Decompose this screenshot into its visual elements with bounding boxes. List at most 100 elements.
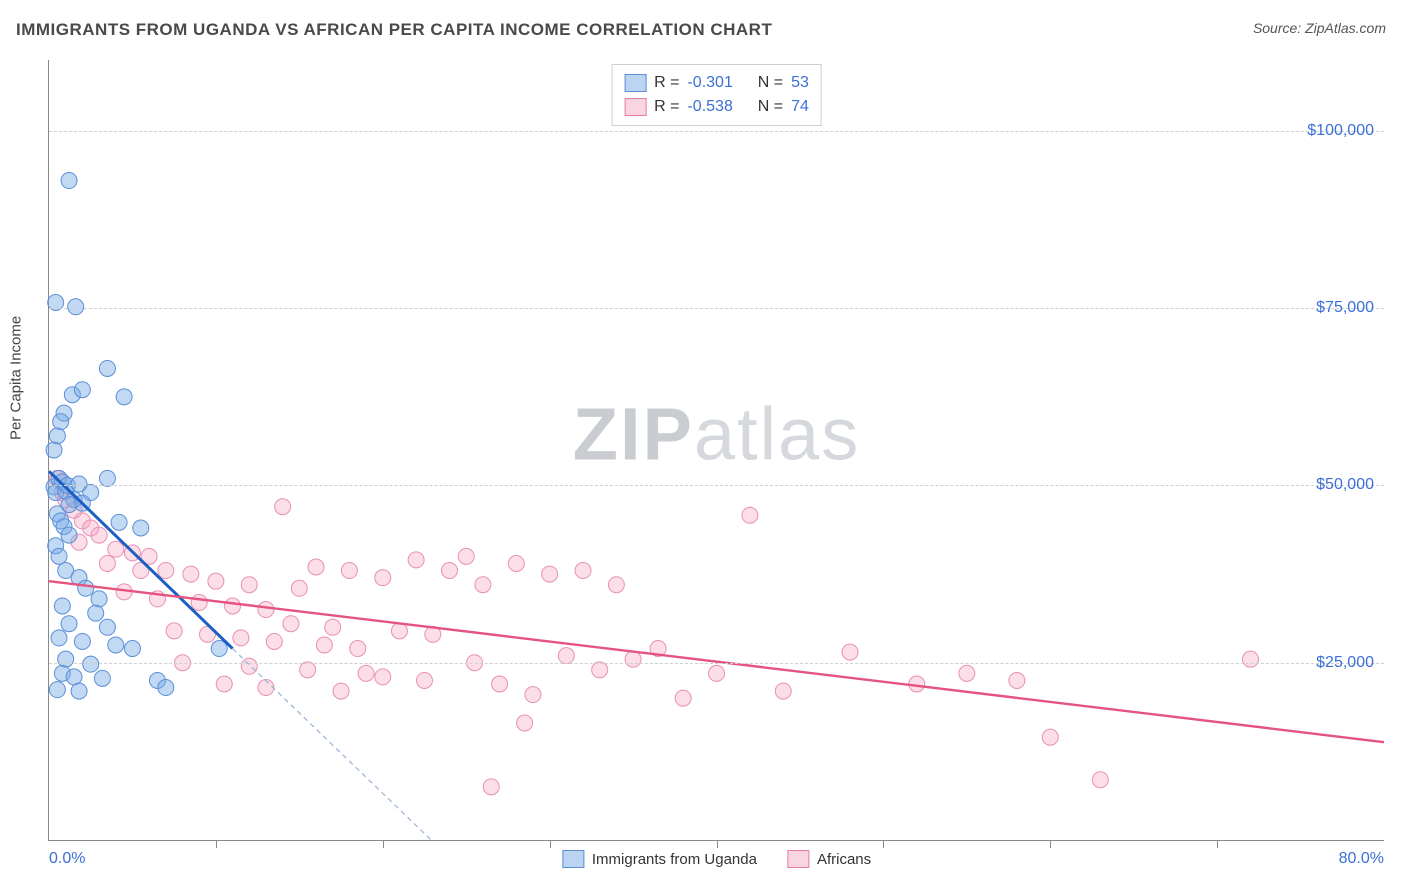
- data-point: [51, 630, 67, 646]
- data-point: [275, 499, 291, 515]
- data-point: [1009, 672, 1025, 688]
- x-tick: [550, 840, 551, 848]
- x-axis-max-label: 80.0%: [1339, 850, 1384, 868]
- x-tick: [1050, 840, 1051, 848]
- data-point: [266, 633, 282, 649]
- data-point: [308, 559, 324, 575]
- data-point: [1243, 651, 1259, 667]
- data-point: [71, 683, 87, 699]
- data-point: [61, 173, 77, 189]
- x-tick: [883, 840, 884, 848]
- data-point: [525, 687, 541, 703]
- data-point: [94, 670, 110, 686]
- data-point: [158, 563, 174, 579]
- data-point: [517, 715, 533, 731]
- data-point: [458, 548, 474, 564]
- data-point: [709, 665, 725, 681]
- data-point: [99, 360, 115, 376]
- data-point: [775, 683, 791, 699]
- legend-item-label: Africans: [817, 851, 871, 868]
- data-point: [74, 382, 90, 398]
- data-point: [225, 598, 241, 614]
- data-point: [483, 779, 499, 795]
- data-point: [592, 662, 608, 678]
- data-point: [54, 598, 70, 614]
- data-point: [575, 563, 591, 579]
- data-point: [241, 658, 257, 674]
- data-point: [842, 644, 858, 660]
- data-point: [61, 616, 77, 632]
- y-tick-label: $25,000: [1316, 654, 1374, 672]
- data-point: [1092, 772, 1108, 788]
- gridline: [49, 485, 1384, 486]
- source-label: Source:: [1253, 20, 1301, 36]
- data-point: [375, 570, 391, 586]
- data-point: [58, 651, 74, 667]
- data-point: [166, 623, 182, 639]
- data-point: [241, 577, 257, 593]
- data-point: [133, 520, 149, 536]
- data-point: [675, 690, 691, 706]
- data-point: [341, 563, 357, 579]
- data-point: [108, 541, 124, 557]
- scatter-svg: [49, 60, 1384, 840]
- data-point: [111, 514, 127, 530]
- data-point: [608, 577, 624, 593]
- data-point: [46, 442, 62, 458]
- data-point: [99, 470, 115, 486]
- chart-title: IMMIGRANTS FROM UGANDA VS AFRICAN PER CA…: [16, 20, 772, 40]
- data-point: [183, 566, 199, 582]
- data-point: [442, 563, 458, 579]
- data-point: [358, 665, 374, 681]
- data-point: [558, 648, 574, 664]
- source-credit: Source: ZipAtlas.com: [1253, 20, 1386, 36]
- data-point: [71, 476, 87, 492]
- data-point: [116, 389, 132, 405]
- data-point: [49, 428, 65, 444]
- data-point: [350, 641, 366, 657]
- legend-series: Immigrants from Uganda Africans: [562, 850, 871, 868]
- data-point: [68, 299, 84, 315]
- data-point: [492, 676, 508, 692]
- legend-swatch-pink: [787, 850, 809, 868]
- data-point: [542, 566, 558, 582]
- data-point: [88, 605, 104, 621]
- data-point: [99, 555, 115, 571]
- data-point: [475, 577, 491, 593]
- data-point: [124, 641, 140, 657]
- regression-extension: [233, 649, 432, 840]
- gridline: [49, 131, 1384, 132]
- data-point: [1042, 729, 1058, 745]
- data-point: [416, 672, 432, 688]
- x-tick: [216, 840, 217, 848]
- chart-plot-area: ZIPatlas R = -0.301 N = 53 R = -0.538 N …: [48, 60, 1384, 841]
- x-tick: [383, 840, 384, 848]
- data-point: [325, 619, 341, 635]
- x-axis-min-label: 0.0%: [49, 850, 85, 868]
- y-axis-label: Per Capita Income: [8, 316, 25, 440]
- data-point: [49, 682, 65, 698]
- data-point: [233, 630, 249, 646]
- data-point: [216, 676, 232, 692]
- y-tick-label: $50,000: [1316, 476, 1374, 494]
- data-point: [158, 680, 174, 696]
- data-point: [375, 669, 391, 685]
- legend-item: Africans: [787, 850, 871, 868]
- data-point: [191, 594, 207, 610]
- data-point: [208, 573, 224, 589]
- source-value: ZipAtlas.com: [1305, 20, 1386, 36]
- y-tick-label: $100,000: [1307, 122, 1374, 140]
- data-point: [78, 580, 94, 596]
- data-point: [53, 414, 69, 430]
- data-point: [283, 616, 299, 632]
- data-point: [108, 637, 124, 653]
- data-point: [291, 580, 307, 596]
- data-point: [61, 527, 77, 543]
- x-tick: [717, 840, 718, 848]
- legend-item-label: Immigrants from Uganda: [592, 851, 757, 868]
- data-point: [99, 619, 115, 635]
- gridline: [49, 308, 1384, 309]
- data-point: [66, 669, 82, 685]
- data-point: [508, 555, 524, 571]
- data-point: [61, 497, 77, 513]
